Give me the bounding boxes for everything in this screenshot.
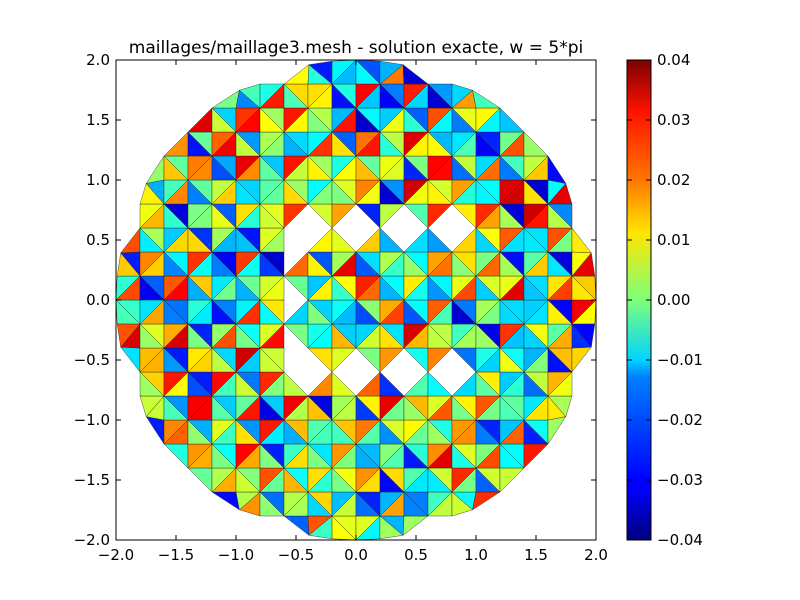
- mesh-triangle-390: [451, 227, 477, 253]
- colorbar-tick-label-6: −0.02: [657, 411, 703, 429]
- mesh-triangle-174: [379, 371, 405, 397]
- mesh-triangle-172: [331, 371, 357, 397]
- mesh-triangle-419: [451, 203, 477, 229]
- mesh-triangle-412: [283, 203, 309, 229]
- mesh-triangle-497: [547, 155, 567, 184]
- mesh-triangle-386: [355, 227, 381, 253]
- mesh-triangle-57: [499, 467, 525, 493]
- mesh-triangle-175: [403, 371, 429, 397]
- colorbar-tick-label-7: −0.03: [657, 471, 703, 489]
- mesh-triangle-580: [331, 59, 357, 85]
- mesh-triangle-58: [163, 443, 189, 469]
- mesh-triangle-389: [427, 227, 453, 253]
- y-tick-label-7: 1.5: [86, 111, 110, 129]
- mesh-triangle-121: [547, 416, 567, 445]
- mesh-triangle-575: [472, 89, 501, 109]
- mesh-triangle-200: [331, 347, 357, 373]
- mesh-triangle-498: [163, 131, 189, 157]
- mesh-triangle-9: [402, 515, 429, 536]
- mesh-triangle-201: [355, 347, 381, 373]
- y-tick-label-8: 2.0: [86, 51, 110, 69]
- mesh-triangle-584: [379, 60, 404, 85]
- colorbar-tick-label-0: 0.04: [657, 51, 690, 69]
- mesh-triangle-576: [283, 64, 310, 85]
- mesh-triangle-176: [427, 371, 453, 397]
- colorbar-tick-label-3: 0.01: [657, 231, 690, 249]
- mesh-triangle-87: [523, 443, 549, 469]
- mesh-triangle-268: [283, 299, 309, 325]
- mesh-triangle-205: [451, 347, 477, 373]
- mesh-triangle-399: [571, 227, 592, 254]
- mesh-triangle-464: [145, 155, 165, 184]
- y-tick-label-1: −1.5: [74, 471, 110, 489]
- mesh-triangle-414: [331, 203, 357, 229]
- mesh-triangle-214: [571, 346, 592, 373]
- mesh-triangle-88: [145, 416, 165, 445]
- mesh-triangle-346: [283, 251, 309, 277]
- y-tick-label-5: 0.5: [86, 231, 110, 249]
- mesh-triangle-415: [355, 203, 381, 229]
- x-tick-label-1: −1.5: [158, 546, 194, 564]
- x-tick-label-6: 1.0: [464, 546, 488, 564]
- colorbar-ticks: 0.04 0.03 0.02 0.01 0.00 −0.01 −0.02 −0.03 −0.04: [627, 51, 703, 549]
- mesh-triangle-177: [451, 371, 477, 397]
- mesh-triangle-10: [211, 491, 240, 511]
- colorbar-tick-label-1: 0.03: [657, 111, 690, 129]
- x-tick-label-7: 1.5: [524, 546, 548, 564]
- y-tick-label-3: −0.5: [74, 351, 110, 369]
- mesh-triangle-418: [427, 203, 453, 229]
- mesh-triangle-553: [499, 107, 525, 133]
- mesh-plot: [115, 59, 597, 541]
- y-tick-label-2: −1.0: [74, 411, 110, 429]
- mesh-triangle-229: [283, 323, 309, 349]
- mesh-triangle-417: [403, 203, 429, 229]
- mesh-triangle-204: [427, 347, 453, 373]
- mesh-triangle-527: [523, 131, 549, 157]
- mesh-triangle-416: [379, 203, 405, 229]
- mesh-triangle-307: [283, 275, 309, 301]
- x-tick-label-3: −0.5: [278, 546, 314, 564]
- mesh-triangle-31: [472, 491, 501, 511]
- colorbar-tick-label-2: 0.02: [657, 171, 690, 189]
- mesh-triangle-199: [307, 347, 333, 373]
- mesh-triangle-413: [307, 203, 333, 229]
- colorbar-tick-label-5: −0.01: [657, 351, 703, 369]
- x-tick-label-4: 0.0: [344, 546, 368, 564]
- x-tick-label-5: 0.5: [404, 546, 428, 564]
- mesh-triangle-186: [120, 346, 141, 373]
- x-tick-label-8: 2.0: [584, 546, 608, 564]
- mesh-triangle-558: [259, 83, 285, 109]
- mesh-triangle-0: [283, 515, 310, 536]
- x-tick-label-2: −1.0: [218, 546, 254, 564]
- colorbar-tick-label-4: 0.00: [657, 291, 690, 309]
- chart-title: maillages/maillage3.mesh - solution exac…: [129, 38, 583, 58]
- mesh-triangle-388: [403, 227, 429, 253]
- x-axis: −2.0 −1.5 −1.0 −0.5 0.0 0.5 1.0 1.5 2.0: [98, 60, 608, 564]
- colorbar-tick-label-8: −0.04: [657, 531, 703, 549]
- y-tick-label-0: −2.0: [74, 531, 110, 549]
- mesh-triangle-387: [379, 227, 405, 253]
- mesh-triangle-203: [403, 347, 429, 373]
- y-tick-label-6: 1.0: [86, 171, 110, 189]
- mesh-triangle-384: [307, 227, 333, 253]
- mesh-triangle-585: [402, 64, 429, 85]
- mesh-triangle-170: [283, 371, 309, 397]
- mesh-triangle-528: [187, 107, 213, 133]
- mesh-triangle-371: [120, 227, 141, 254]
- mesh-triangle-32: [187, 467, 213, 493]
- colorbar: 0.04 0.03 0.02 0.01 0.00 −0.01 −0.02 −0.03 −0.04: [626, 51, 703, 549]
- x-tick-label-0: −2.0: [98, 546, 134, 564]
- mesh-triangle-202: [379, 347, 405, 373]
- mesh-triangle-385: [331, 227, 357, 253]
- mesh-triangle-554: [211, 89, 240, 109]
- mesh-triangle-171: [307, 371, 333, 397]
- mesh-triangle-173: [355, 371, 381, 397]
- mesh-triangle-574: [451, 83, 474, 109]
- y-axis: −2.0 −1.5 −1.0 −0.5 0.0 0.5 1.0 1.5 2.0: [74, 51, 596, 549]
- y-tick-label-4: 0.0: [86, 291, 110, 309]
